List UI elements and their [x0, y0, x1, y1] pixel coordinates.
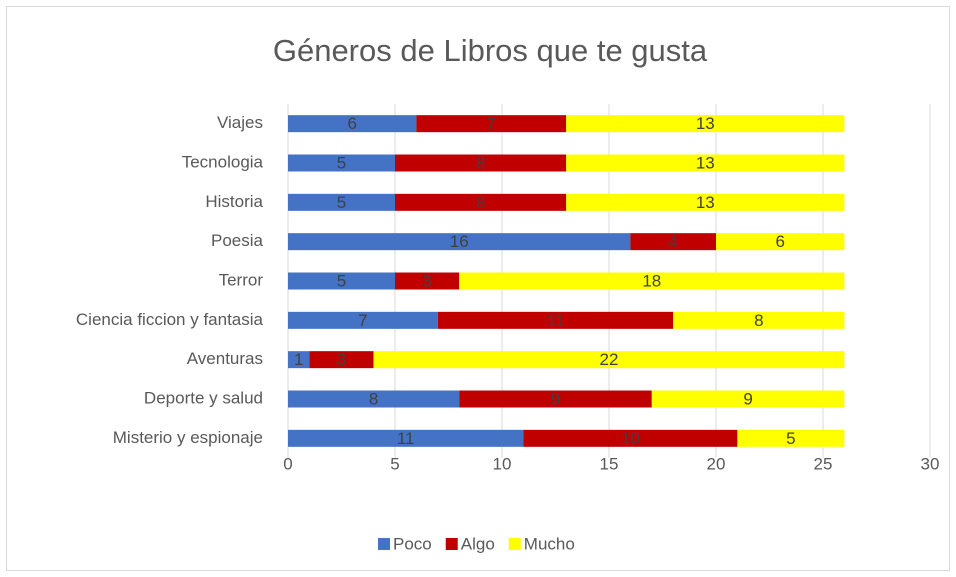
data-label: 3: [337, 350, 346, 369]
bar-segment: [437, 311, 674, 329]
x-tick-label: 15: [600, 454, 619, 473]
legend-label: Mucho: [524, 534, 575, 553]
data-label: 13: [696, 114, 715, 133]
data-label: 11: [397, 429, 415, 448]
bar-segment: [288, 311, 438, 329]
data-label: 18: [642, 271, 661, 290]
bar-segment: [395, 272, 460, 290]
data-label: 1: [294, 350, 303, 369]
legend-label: Algo: [461, 534, 495, 553]
x-tick-label: 20: [707, 454, 726, 473]
y-tick-label: Tecnologia: [182, 152, 264, 171]
data-label: 9: [551, 389, 560, 408]
bar-segment: [523, 429, 738, 447]
y-tick-label: Poesia: [211, 231, 264, 250]
y-tick-label: Misterio y espionaje: [113, 428, 263, 447]
data-label: 13: [696, 193, 715, 212]
data-label: 4: [668, 232, 677, 251]
bar-segment: [651, 390, 845, 408]
bar-segment: [395, 193, 567, 211]
bar-segment: [288, 115, 417, 133]
data-label: 8: [476, 193, 485, 212]
x-tick-label: 5: [390, 454, 399, 473]
bar-segment: [459, 272, 845, 290]
x-tick-label: 0: [283, 454, 292, 473]
data-label: 5: [337, 271, 346, 290]
legend-label: Poco: [393, 534, 432, 553]
bar-segment: [288, 233, 631, 251]
data-label: 6: [347, 114, 356, 133]
bar-segment: [566, 154, 845, 172]
data-label: 7: [487, 114, 496, 133]
x-tick-label: 25: [814, 454, 833, 473]
data-label: 8: [476, 153, 485, 172]
data-label: 13: [696, 153, 715, 172]
data-label: 6: [775, 232, 784, 251]
bar-segment: [566, 193, 845, 211]
data-label: 9: [743, 389, 752, 408]
y-tick-label: Viajes: [217, 113, 263, 132]
bar-segment: [288, 429, 524, 447]
data-label: 22: [600, 350, 619, 369]
data-label: 8: [369, 389, 378, 408]
legend-swatch: [445, 538, 458, 550]
bar-segment: [459, 390, 652, 408]
bar-segment: [673, 311, 845, 329]
y-tick-label: Historia: [205, 192, 263, 211]
data-label: 3: [422, 271, 431, 290]
data-label: 11: [547, 311, 565, 330]
bar-segment: [288, 154, 395, 172]
data-label: 10: [621, 429, 640, 448]
bar-segment: [630, 233, 716, 251]
x-tick-label: 10: [493, 454, 512, 473]
bar-segment: [288, 390, 460, 408]
y-tick-label: Ciencia ficcion y fantasia: [76, 310, 264, 329]
bar-segment: [373, 351, 845, 369]
x-tick-label: 30: [921, 454, 940, 473]
chart-title: Géneros de Libros que te gusta: [273, 33, 708, 68]
data-label: 5: [337, 193, 346, 212]
data-label: 8: [754, 311, 763, 330]
bar-segment: [288, 193, 395, 211]
y-tick-label: Deporte y salud: [144, 388, 263, 407]
legend-swatch: [508, 538, 521, 550]
bar-segment: [309, 351, 374, 369]
data-label: 16: [450, 232, 469, 251]
bar-segment: [716, 233, 845, 251]
data-label: 5: [786, 429, 795, 448]
bar-segment: [416, 115, 567, 133]
data-label: 7: [358, 311, 367, 330]
bar-segment: [288, 351, 310, 369]
bar-segment: [737, 429, 845, 447]
data-label: 5: [337, 153, 346, 172]
bar-segment: [566, 115, 845, 133]
y-tick-label: Terror: [219, 270, 264, 289]
bar-segment: [288, 272, 395, 290]
y-tick-label: Aventuras: [187, 349, 263, 368]
bar-segment: [395, 154, 567, 172]
legend-swatch: [378, 538, 390, 550]
